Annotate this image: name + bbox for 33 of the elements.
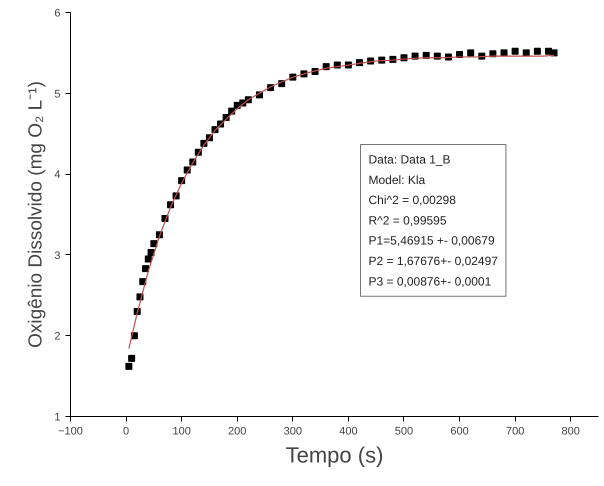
x-tick-label: 700 bbox=[506, 426, 524, 438]
point bbox=[128, 354, 136, 362]
y-tick-label: 5 bbox=[54, 88, 61, 100]
point bbox=[467, 49, 474, 56]
annotation: Model: Kla bbox=[368, 172, 426, 187]
x-tick-label: −100 bbox=[58, 426, 83, 438]
point bbox=[550, 49, 558, 56]
x-tick-label: 600 bbox=[450, 426, 469, 438]
annotation: R^2 = 0,99595 bbox=[368, 213, 447, 228]
annotation: P3 = 0,00876+- 0,0001 bbox=[368, 274, 492, 288]
x-tick-label: 300 bbox=[284, 426, 302, 438]
x-tick-label: 800 bbox=[562, 426, 580, 438]
point bbox=[512, 48, 519, 55]
annotation: Chi^2 = 0,00298 bbox=[368, 193, 456, 208]
y-tick-label: 3 bbox=[54, 250, 61, 262]
y-tick-label: 6 bbox=[54, 8, 61, 20]
annotation: Data: Data 1_B bbox=[368, 152, 451, 166]
point bbox=[144, 255, 152, 262]
x-tick-label: 100 bbox=[172, 426, 191, 438]
x-tick-label: 0 bbox=[123, 426, 130, 438]
x-tick-label: 200 bbox=[228, 426, 246, 438]
point bbox=[534, 48, 541, 55]
annotation: P1=5,46915 +- 0,00679 bbox=[368, 234, 495, 248]
y-axis-title: Oxigênio Dissolvido (mg O₂ L⁻¹) bbox=[25, 81, 46, 348]
y-tick-label: 1 bbox=[54, 412, 61, 424]
point bbox=[125, 362, 132, 370]
y-tick-label: 4 bbox=[54, 169, 61, 182]
x-tick-label: 500 bbox=[394, 426, 414, 438]
annotation: P2 = 1,67676+- 0,02497 bbox=[368, 254, 498, 268]
point bbox=[142, 265, 150, 272]
y-tick-label: 2 bbox=[54, 330, 61, 343]
x-tick-label: 400 bbox=[339, 426, 358, 438]
x-axis-title: Tempo (s) bbox=[286, 442, 384, 468]
